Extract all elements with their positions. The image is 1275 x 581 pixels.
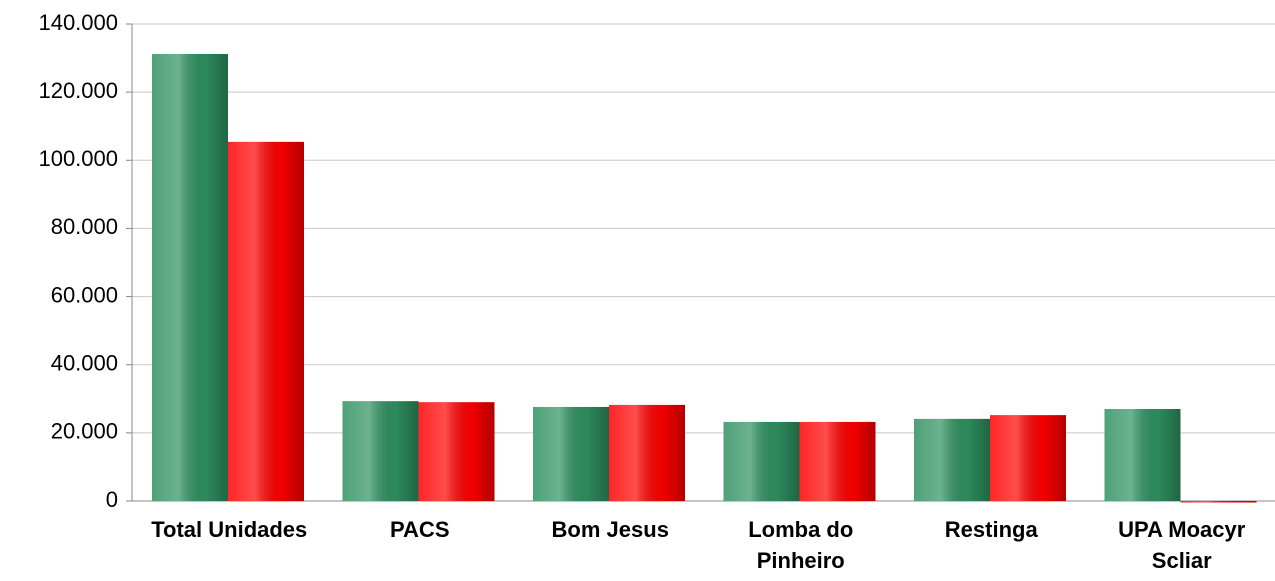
bar <box>418 402 495 501</box>
x-tick-label: Bom Jesus <box>551 517 669 542</box>
y-tick-label: 100.000 <box>38 146 118 171</box>
bar <box>533 406 609 501</box>
x-tick-label: PACS <box>390 517 450 542</box>
bar <box>152 53 228 502</box>
bar <box>342 401 419 501</box>
y-tick-label: 20.000 <box>51 419 118 444</box>
bar <box>609 404 685 501</box>
y-tick-label: 120.000 <box>38 78 118 103</box>
bar <box>1104 409 1181 501</box>
bar <box>799 421 876 501</box>
bar <box>723 421 800 501</box>
x-tick-label: UPA Moacyr Scliar <box>1118 517 1246 573</box>
bar <box>1180 501 1257 503</box>
x-tick-label: Lomba do Pinheiro <box>748 517 854 573</box>
y-tick-label: 140.000 <box>38 10 118 35</box>
x-tick-label: Total Unidades <box>151 517 308 542</box>
y-tick-label: 40.000 <box>51 351 118 376</box>
bar <box>990 415 1066 501</box>
y-tick-label: 0 <box>106 487 118 512</box>
x-tick-label: Restinga <box>944 517 1038 542</box>
y-tick-label: 60.000 <box>51 282 118 307</box>
bar <box>914 418 990 501</box>
bar <box>228 141 304 501</box>
y-tick-label: 80.000 <box>51 214 118 239</box>
